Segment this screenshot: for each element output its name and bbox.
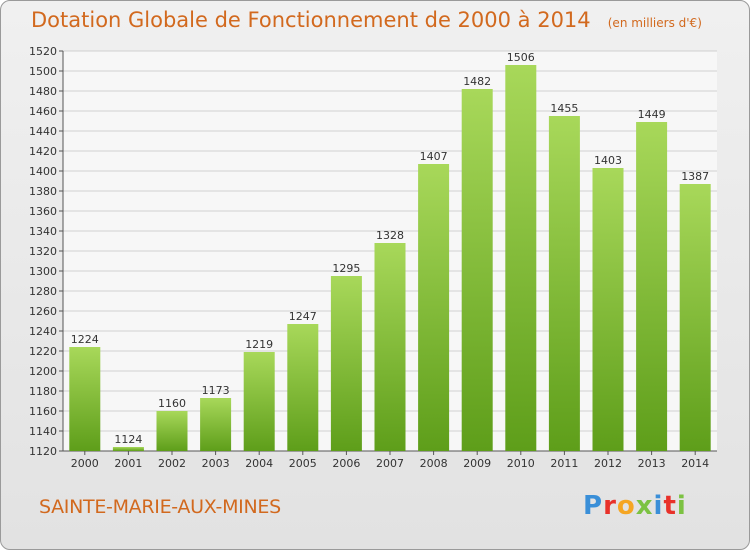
y-tick-label: 1120 (29, 445, 57, 458)
bar (69, 347, 101, 451)
bar (112, 447, 144, 451)
value-label: 1219 (245, 338, 273, 351)
x-tick-label: 2000 (71, 457, 99, 470)
y-tick-label: 1520 (29, 45, 57, 58)
bar (679, 184, 711, 451)
x-tick-label: 2005 (289, 457, 317, 470)
y-tick-label: 1360 (29, 205, 57, 218)
logo-letter: r (603, 491, 617, 521)
x-tick-label: 2003 (202, 457, 230, 470)
value-label: 1247 (289, 310, 317, 323)
value-labels: 1224 1124 1160 1173 1219 1247 1295 1328 1407 1482… (71, 51, 709, 446)
y-tick-label: 1160 (29, 405, 57, 418)
x-tick-label: 2007 (376, 457, 404, 470)
y-tick-label: 1440 (29, 125, 57, 138)
bar (592, 168, 624, 451)
x-tick-label: 2009 (463, 457, 491, 470)
value-label: 1160 (158, 397, 186, 410)
logo-letter: t (663, 491, 677, 521)
logo-letter: x (635, 491, 654, 521)
value-label: 1455 (550, 102, 578, 115)
y-tick-label: 1460 (29, 105, 57, 118)
bar (287, 324, 319, 451)
bar (243, 352, 275, 451)
value-label: 1173 (202, 384, 230, 397)
logo-letter: i (676, 491, 687, 521)
axes: 1120 1140 1160 1180 1200 1220 1240 1260 1280 1300… (29, 45, 717, 470)
bar (374, 243, 406, 451)
y-tick-label: 1280 (29, 285, 57, 298)
y-tick-label: 1400 (29, 165, 57, 178)
x-tick-label: 2013 (638, 457, 666, 470)
value-label: 1403 (594, 154, 622, 167)
x-tick-label: 2012 (594, 457, 622, 470)
y-tick-label: 1300 (29, 265, 57, 278)
x-tick-label: 2011 (550, 457, 578, 470)
value-label: 1387 (681, 170, 709, 183)
value-label: 1506 (507, 51, 535, 64)
x-tick-label: 2001 (114, 457, 142, 470)
x-tick-label: 2002 (158, 457, 186, 470)
y-tick-label: 1500 (29, 65, 57, 78)
x-tick-label: 2004 (245, 457, 273, 470)
title-block: Dotation Globale de Fonctionnement de 20… (31, 8, 702, 32)
value-label: 1449 (638, 108, 666, 121)
commune-name: SAINTE-MARIE-AUX-MINES (39, 496, 281, 518)
y-tick-label: 1180 (29, 385, 57, 398)
x-tick-label: 2010 (507, 457, 535, 470)
value-label: 1224 (71, 333, 99, 346)
y-tick-label: 1420 (29, 145, 57, 158)
value-label: 1295 (332, 262, 360, 275)
bar (461, 89, 493, 451)
value-label: 1124 (114, 433, 142, 446)
y-tick-label: 1200 (29, 365, 57, 378)
bar (418, 164, 450, 451)
bar (330, 276, 362, 451)
logo-letter: i (653, 491, 664, 521)
y-tick-label: 1240 (29, 325, 57, 338)
value-label: 1407 (420, 150, 448, 163)
value-label: 1328 (376, 229, 404, 242)
y-tick-label: 1260 (29, 305, 57, 318)
value-label: 1482 (463, 75, 491, 88)
logo-letter: o (616, 491, 636, 521)
x-tick-label: 2008 (420, 457, 448, 470)
proxiti-logo[interactable]: Proxiti (583, 491, 687, 521)
chart-subtitle: (en milliers d'€) (607, 16, 702, 30)
y-tick-label: 1320 (29, 245, 57, 258)
bar (548, 116, 580, 451)
logo-letter: P (583, 491, 604, 521)
bar (505, 65, 537, 451)
y-tick-label: 1340 (29, 225, 57, 238)
bar (200, 398, 232, 451)
bars (69, 65, 711, 451)
y-tick-label: 1480 (29, 85, 57, 98)
bar (636, 122, 668, 451)
y-tick-label: 1220 (29, 345, 57, 358)
y-tick-label: 1140 (29, 425, 57, 438)
y-tick-label: 1380 (29, 185, 57, 198)
bar (156, 411, 188, 451)
chart-title: Dotation Globale de Fonctionnement de 20… (31, 8, 591, 32)
x-tick-label: 2014 (681, 457, 709, 470)
x-tick-label: 2006 (332, 457, 360, 470)
